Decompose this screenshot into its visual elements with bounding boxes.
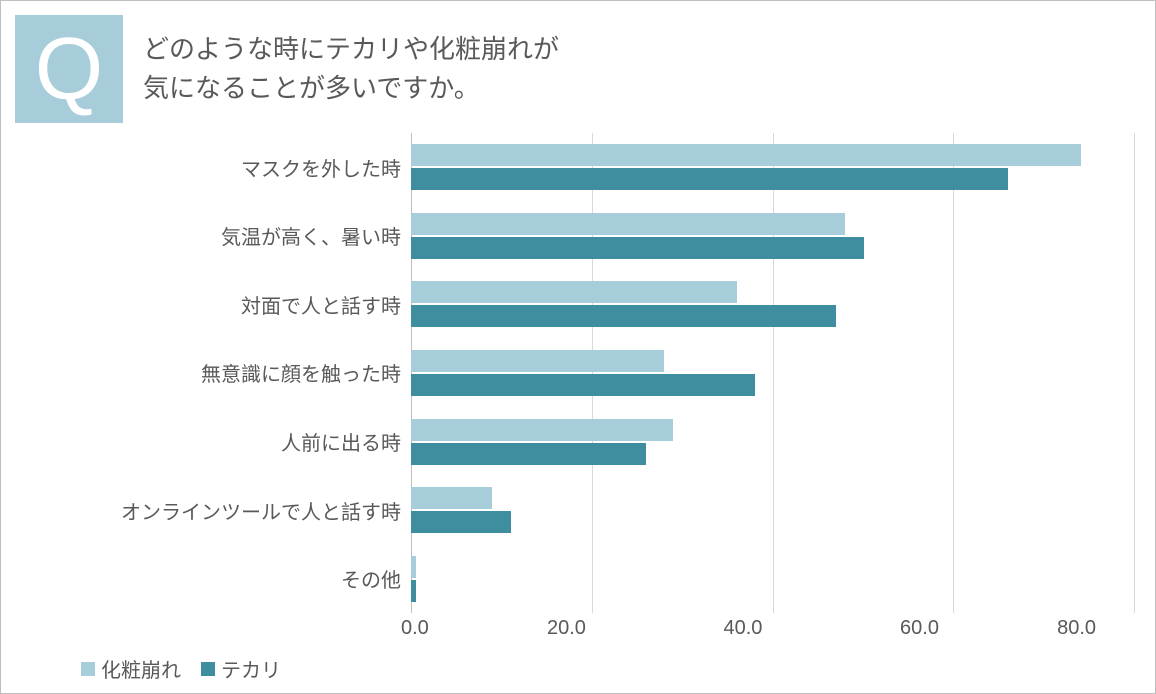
legend: 化粧崩れ テカリ — [41, 654, 1135, 683]
bar-group — [411, 281, 1135, 327]
bar — [411, 305, 836, 327]
bar — [411, 281, 737, 303]
x-axis-spacer — [41, 617, 401, 640]
plot-area: マスクを外した時気温が高く、暑い時対面で人と話す時無意識に顔を触った時人前に出る… — [41, 133, 1135, 613]
bar-group — [411, 213, 1135, 259]
legend-label: テカリ — [221, 654, 281, 683]
bar — [411, 580, 416, 602]
bar — [411, 350, 664, 372]
bar-groups — [411, 133, 1135, 613]
x-axis-ticks: 0.0 20.0 40.0 60.0 80.0 — [401, 617, 1135, 640]
legend-swatch — [201, 662, 215, 676]
x-axis-tick: 40.0 — [724, 617, 763, 640]
y-axis-label: その他 — [41, 564, 401, 593]
x-axis: 0.0 20.0 40.0 60.0 80.0 — [41, 617, 1135, 640]
bar — [411, 168, 1008, 190]
question-badge: Q — [15, 15, 123, 123]
bar-group — [411, 556, 1135, 602]
bar-group — [411, 350, 1135, 396]
legend-swatch — [81, 662, 95, 676]
bar-group — [411, 144, 1135, 190]
y-axis-label: マスクを外した時 — [41, 153, 401, 182]
chart-container: Q どのような時にテカリや化粧崩れが 気になることが多いですか。 マスクを外した… — [0, 0, 1156, 694]
legend-item: 化粧崩れ — [81, 654, 181, 683]
bar — [411, 443, 646, 465]
y-axis-labels: マスクを外した時気温が高く、暑い時対面で人と話す時無意識に顔を触った時人前に出る… — [41, 133, 411, 613]
x-axis-tick: 20.0 — [547, 617, 586, 640]
y-axis-label: 気温が高く、暑い時 — [41, 221, 401, 250]
y-axis-label: オンラインツールで人と話す時 — [41, 496, 401, 525]
y-axis-label: 人前に出る時 — [41, 427, 401, 456]
bar — [411, 556, 416, 578]
x-axis-tick: 80.0 — [1057, 617, 1096, 640]
legend-label: 化粧崩れ — [101, 654, 181, 683]
question-title: どのような時にテカリや化粧崩れが 気になることが多いですか。 — [143, 30, 559, 108]
bar-group — [411, 487, 1135, 533]
bar — [411, 213, 845, 235]
bar — [411, 237, 864, 259]
x-axis-tick: 60.0 — [900, 617, 939, 640]
bar — [411, 374, 755, 396]
y-axis-label: 無意識に顔を触った時 — [41, 358, 401, 387]
x-axis-tick: 0.0 — [401, 617, 429, 640]
bar-group — [411, 419, 1135, 465]
question-badge-letter: Q — [35, 18, 103, 120]
bar — [411, 419, 673, 441]
bar — [411, 144, 1081, 166]
y-axis-label: 対面で人と話す時 — [41, 290, 401, 319]
bar — [411, 511, 511, 533]
bars-region — [411, 133, 1135, 613]
bar — [411, 487, 492, 509]
legend-item: テカリ — [201, 654, 281, 683]
chart-header: Q どのような時にテカリや化粧崩れが 気になることが多いですか。 — [41, 15, 1135, 123]
